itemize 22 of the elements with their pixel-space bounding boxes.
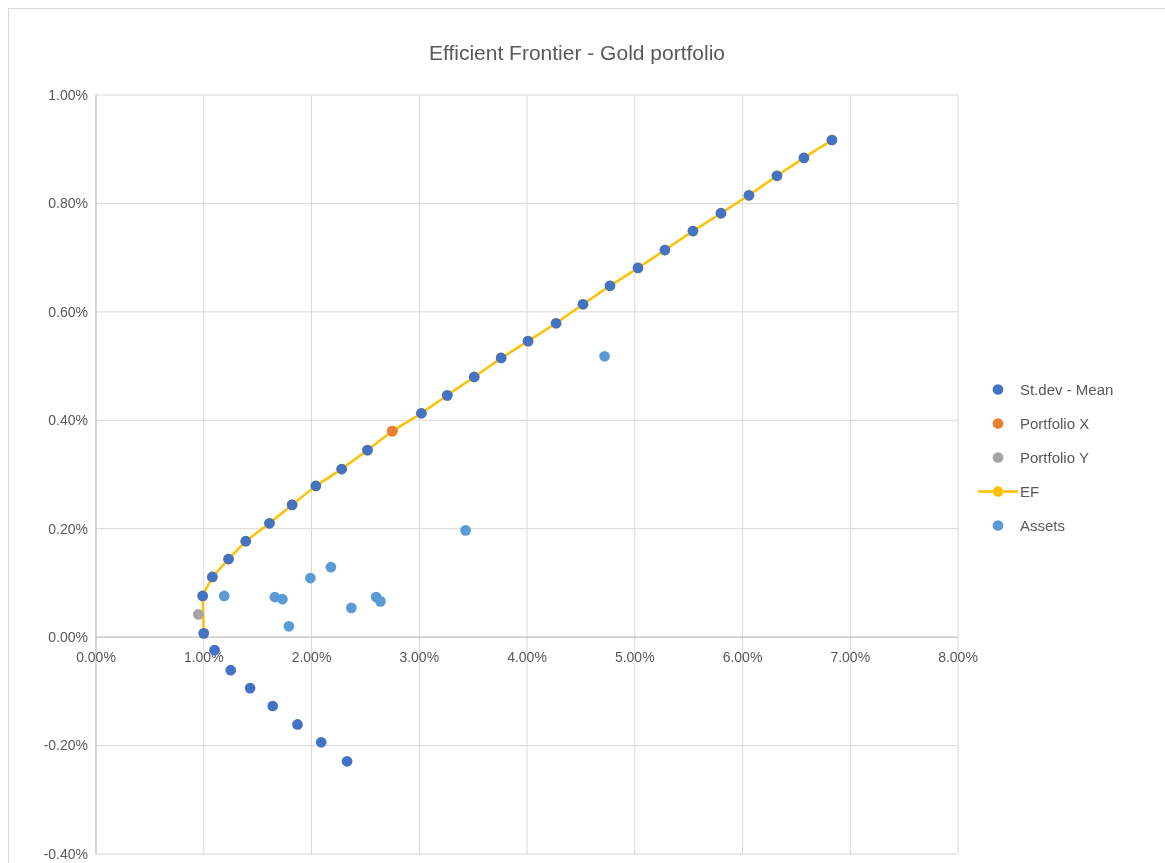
x-tick-label: 7.00%: [830, 649, 871, 666]
x-tick-label: 5.00%: [614, 649, 655, 666]
legend-label: Assets: [1020, 516, 1066, 534]
y-tick-label: -0.40%: [43, 845, 88, 862]
x-tick-label: 3.00%: [399, 649, 440, 666]
legend-label: Portfolio X: [1020, 414, 1090, 432]
y-tick-label: 0.20%: [48, 520, 88, 537]
y-tick-label: 0.40%: [48, 412, 88, 429]
x-tick-label: 0.00%: [76, 649, 116, 666]
x-tick-label: 8.00%: [938, 649, 978, 666]
x-tick-label: 4.00%: [507, 649, 547, 666]
chart-title: Efficient Frontier - Gold portfolio: [428, 41, 726, 64]
y-tick-label: 0.80%: [48, 195, 88, 212]
x-tick-label: 6.00%: [722, 649, 763, 666]
y-tick-label: 0.60%: [48, 303, 88, 320]
x-tick-label: 2.00%: [291, 649, 332, 666]
legend-label: EF: [1020, 482, 1040, 500]
legend-label: St.dev - Mean: [1020, 380, 1114, 398]
y-tick-label: -0.20%: [43, 737, 88, 754]
legend-label: Portfolio Y: [1020, 448, 1089, 466]
y-tick-label: 0.00%: [48, 629, 88, 646]
y-tick-label: 1.00%: [48, 86, 88, 103]
